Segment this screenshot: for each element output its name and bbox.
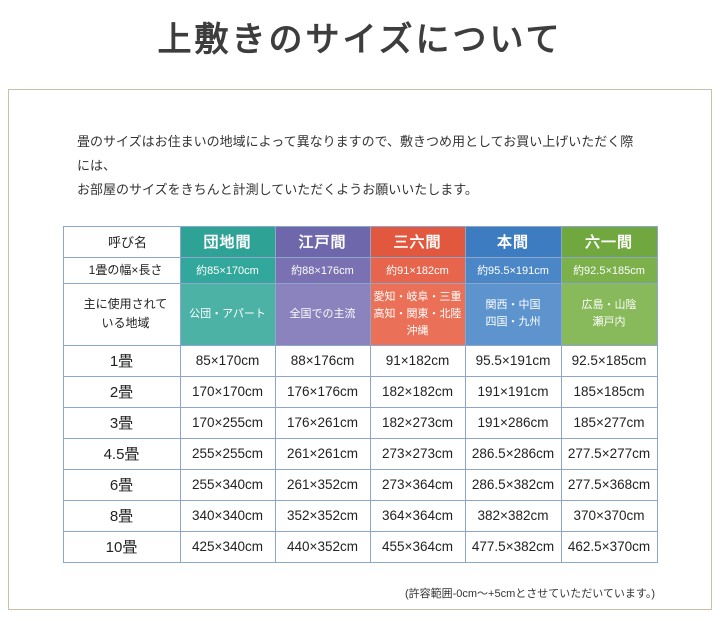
region-label-line: 主に使用されて [83, 297, 168, 312]
page-title: 上敷きのサイズについて [157, 20, 563, 60]
region-line: 全国での主流 [289, 307, 356, 320]
size-cell: 95.5×191cm [464, 344, 562, 377]
size-cell: 425×340cm [179, 530, 276, 563]
region-label-line: いる地域 [101, 316, 150, 331]
size-cell: 191×286cm [464, 406, 562, 439]
region-cell: 愛知・岐阜・三重 高知・関東・北陸 沖縄 [369, 282, 466, 346]
tolerance-note: (許容範囲-0cm〜+5cmとさせていただいています。) [404, 587, 655, 600]
region-row: 主に使用されて いる地域 公団・アパート 全国での主流 愛知・岐阜・三重 高知・… [62, 282, 658, 346]
region-line: 愛知・岐阜・三重 [373, 290, 462, 303]
size-cell: 182×182cm [369, 375, 466, 408]
size-cell: 185×277cm [560, 406, 658, 439]
intro-line-2: お部屋のサイズをきちんと計測していただくようお願いいたします。 [77, 181, 478, 197]
size-cell: 88×176cm [274, 344, 371, 377]
table-row-3jo: 3畳 170×255cm 176×261cm 182×273cm 191×286… [62, 406, 658, 439]
size-cell: 455×364cm [369, 530, 466, 563]
region-cell: 関西・中国 四国・九州 [464, 282, 562, 346]
size-cell: 286.5×382cm [464, 468, 562, 501]
column-header-honma: 本間 [464, 225, 562, 258]
size-cell: 182×273cm [369, 406, 466, 439]
column-header-sanrokuma: 三六間 [369, 225, 466, 258]
mat-size-row: 1畳の幅×長さ 約85×170cm 約88×176cm 約91×182cm 約9… [62, 256, 658, 284]
size-cell: 477.5×382cm [464, 530, 562, 563]
size-cell: 85×170cm [179, 344, 276, 377]
region-line: 四国・九州 [485, 316, 541, 329]
row-label: 4.5畳 [62, 437, 181, 470]
region-line: 公団・アパート [189, 307, 266, 320]
intro-text: 畳のサイズはお住まいの地域によって異なりますので、敷きつめ用としてお買い上げいた… [77, 130, 643, 202]
size-cell: 91×182cm [369, 344, 466, 377]
size-cell: 255×340cm [179, 468, 276, 501]
intro-line-1: 畳のサイズはお住まいの地域によって異なりますので、敷きつめ用としてお買い上げいた… [77, 133, 634, 173]
region-line: 瀬戸内 [592, 316, 626, 329]
size-cell: 277.5×368cm [560, 468, 658, 501]
size-cell: 176×261cm [274, 406, 371, 439]
size-cell: 261×261cm [274, 437, 371, 470]
size-cell: 277.5×277cm [560, 437, 658, 470]
region-cell: 公団・アパート [179, 282, 276, 346]
region-line: 広島・山陰 [581, 299, 637, 312]
size-cell: 340×340cm [179, 499, 276, 532]
size-cell: 273×273cm [369, 437, 466, 470]
mat-size-cell: 約88×176cm [274, 256, 371, 284]
row-label: 1畳 [62, 344, 181, 377]
table-row-2jo: 2畳 170×170cm 176×176cm 182×182cm 191×191… [62, 375, 658, 408]
size-cell: 370×370cm [560, 499, 658, 532]
size-cell: 176×176cm [274, 375, 371, 408]
row-label: 3畳 [62, 406, 181, 439]
size-cell: 364×364cm [369, 499, 466, 532]
region-cell: 全国での主流 [274, 282, 371, 346]
size-cell: 352×352cm [274, 499, 371, 532]
table-row-8jo: 8畳 340×340cm 352×352cm 364×364cm 382×382… [62, 499, 658, 532]
table-row-10jo: 10畳 425×340cm 440×352cm 455×364cm 477.5×… [62, 530, 658, 563]
row-label-mat-size: 1畳の幅×長さ [62, 256, 181, 284]
table-row-6jo: 6畳 255×340cm 261×352cm 273×364cm 286.5×3… [62, 468, 658, 501]
region-cell: 広島・山陰 瀬戸内 [560, 282, 658, 346]
size-cell: 273×364cm [369, 468, 466, 501]
size-cell: 170×255cm [179, 406, 276, 439]
table-row-1jo: 1畳 85×170cm 88×176cm 91×182cm 95.5×191cm… [62, 344, 658, 377]
region-line: 高知・関東・北陸 [373, 307, 462, 320]
size-cell: 261×352cm [274, 468, 371, 501]
header-row: 呼び名 団地間 江戸間 三六間 本間 六一間 [62, 225, 658, 258]
size-cell: 170×170cm [179, 375, 276, 408]
size-cell: 255×255cm [179, 437, 276, 470]
row-label: 8畳 [62, 499, 181, 532]
column-header-rokuichima: 六一間 [560, 225, 658, 258]
size-cell: 440×352cm [274, 530, 371, 563]
mat-size-cell: 約95.5×191cm [464, 256, 562, 284]
size-cell: 382×382cm [464, 499, 562, 532]
mat-size-cell: 約92.5×185cm [560, 256, 658, 284]
column-header-edoma: 江戸間 [274, 225, 371, 258]
corner-header: 呼び名 [62, 225, 181, 258]
size-cell: 185×185cm [560, 375, 658, 408]
size-cell: 92.5×185cm [560, 344, 658, 377]
size-cell: 286.5×286cm [464, 437, 562, 470]
region-line: 沖縄 [406, 324, 429, 337]
tatami-size-table: 呼び名 団地間 江戸間 三六間 本間 六一間 1畳の幅×長さ 約85×170cm… [62, 225, 658, 563]
row-label: 6畳 [62, 468, 181, 501]
mat-size-cell: 約91×182cm [369, 256, 466, 284]
row-label-region: 主に使用されて いる地域 [62, 282, 181, 346]
mat-size-cell: 約85×170cm [179, 256, 276, 284]
size-cell: 462.5×370cm [560, 530, 658, 563]
size-cell: 191×191cm [464, 375, 562, 408]
column-header-danchima: 団地間 [179, 225, 276, 258]
region-line: 関西・中国 [485, 299, 541, 312]
table-row-4-5jo: 4.5畳 255×255cm 261×261cm 273×273cm 286.5… [62, 437, 658, 470]
row-label: 10畳 [62, 530, 181, 563]
row-label: 2畳 [62, 375, 181, 408]
content-frame: 畳のサイズはお住まいの地域によって異なりますので、敷きつめ用としてお買い上げいた… [8, 88, 712, 610]
